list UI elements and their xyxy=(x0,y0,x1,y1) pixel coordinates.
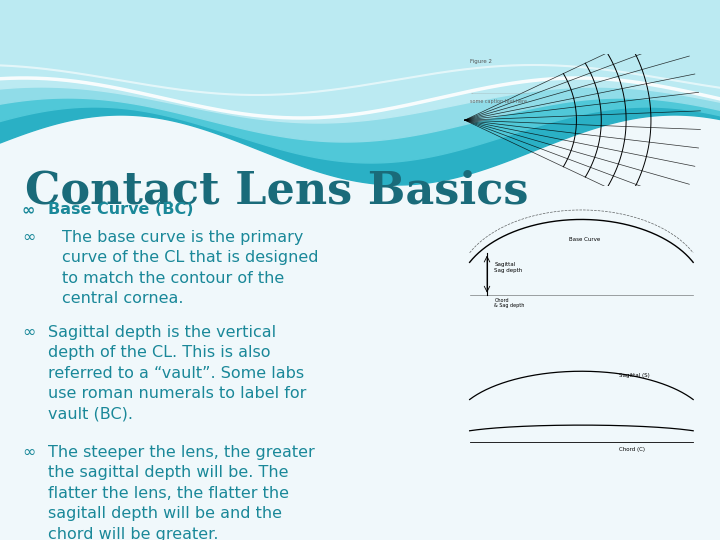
Text: Sagittal depth is the vertical
depth of the CL. This is also
referred to a “vaul: Sagittal depth is the vertical depth of … xyxy=(48,325,307,422)
Text: ____________________________: ____________________________ xyxy=(469,91,529,94)
Text: Figure 2: Figure 2 xyxy=(469,59,492,64)
Text: Chord
& Sag depth: Chord & Sag depth xyxy=(495,298,525,308)
Text: some caption text here: some caption text here xyxy=(469,98,526,104)
Text: Base Curve (BC): Base Curve (BC) xyxy=(48,202,194,217)
Text: Contact Lens Basics: Contact Lens Basics xyxy=(25,170,528,213)
Text: The steeper the lens, the greater
the sagittal depth will be. The
flatter the le: The steeper the lens, the greater the sa… xyxy=(48,445,315,540)
Text: Chord (C): Chord (C) xyxy=(618,447,644,451)
Text: ∞: ∞ xyxy=(22,445,35,460)
Text: Sagittal
Sag depth: Sagittal Sag depth xyxy=(495,262,523,273)
Text: ∞: ∞ xyxy=(22,325,35,340)
Text: ∞: ∞ xyxy=(22,230,35,245)
Text: Base Curve: Base Curve xyxy=(569,237,600,242)
Text: Sagittal (S): Sagittal (S) xyxy=(618,373,649,378)
Text: The base curve is the primary
curve of the CL that is designed
to match the cont: The base curve is the primary curve of t… xyxy=(62,230,318,306)
Text: ∞: ∞ xyxy=(22,202,35,217)
